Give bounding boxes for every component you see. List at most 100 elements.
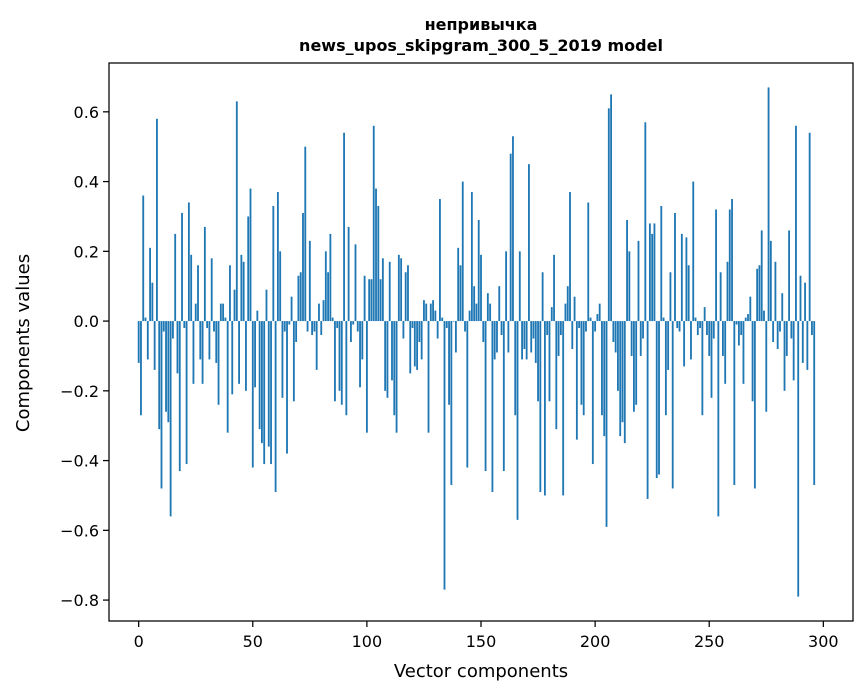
bar [429, 303, 432, 322]
bar [270, 321, 272, 465]
bar [391, 321, 393, 381]
bar [231, 321, 234, 395]
bar [553, 254, 555, 322]
bar [187, 202, 190, 322]
bar [434, 310, 437, 322]
bar [153, 321, 156, 370]
bar [655, 321, 658, 479]
bar [555, 321, 558, 430]
bar [676, 321, 679, 329]
bar [591, 321, 594, 465]
y-tick-label: 0.4 [74, 173, 99, 192]
bar [174, 233, 177, 322]
x-tick-label: 300 [808, 632, 839, 651]
bar [728, 209, 731, 322]
bar [167, 321, 170, 423]
bar [276, 192, 279, 322]
bar [238, 321, 240, 384]
bar [774, 261, 777, 322]
bar [242, 261, 245, 322]
bar [363, 275, 366, 322]
bar [514, 321, 517, 416]
bar [528, 164, 530, 322]
bar [208, 321, 211, 360]
bar [486, 293, 489, 322]
bar [646, 321, 649, 499]
bar [594, 321, 597, 332]
bar [331, 317, 334, 322]
bar [350, 321, 352, 342]
bar [178, 321, 181, 472]
bar [217, 321, 220, 405]
bar [534, 321, 537, 363]
bar [318, 303, 320, 322]
bar [491, 321, 494, 492]
bar [674, 212, 676, 322]
bar [747, 314, 749, 322]
y-axis-ticks: −0.8 −0.6 −0.4 −0.2 0.0 0.2 0.4 0.6 [60, 103, 109, 610]
bar [559, 321, 562, 336]
bar [233, 289, 236, 322]
bar [496, 321, 498, 353]
y-axis-label: Components values [13, 254, 34, 432]
bar [210, 258, 213, 322]
bar [439, 199, 441, 322]
bar [726, 261, 729, 322]
bar [384, 321, 387, 391]
bar [585, 321, 587, 332]
bar [509, 153, 512, 322]
bar [409, 321, 412, 374]
bar [292, 321, 295, 402]
bar [564, 303, 567, 322]
bar [710, 321, 713, 398]
bar [500, 321, 503, 336]
y-tick-label: 0.6 [74, 103, 99, 122]
bar [788, 230, 791, 322]
bar [737, 321, 740, 346]
x-tick-label: 200 [580, 632, 611, 651]
bar [297, 275, 300, 322]
bar [222, 303, 225, 322]
bar [256, 310, 259, 322]
bar [719, 272, 722, 322]
bar [192, 321, 195, 384]
bar [290, 296, 293, 322]
bar [507, 321, 510, 353]
bar [171, 321, 174, 339]
bar [523, 321, 526, 349]
bar [671, 321, 674, 489]
bar [432, 300, 434, 322]
bar [402, 321, 405, 339]
bar [660, 205, 663, 322]
bar [197, 265, 199, 322]
bar [633, 321, 635, 412]
bar [240, 254, 243, 322]
bar [792, 321, 795, 381]
bar [653, 223, 656, 322]
bar [295, 321, 298, 342]
bar [557, 321, 560, 356]
bar [715, 209, 717, 322]
bar [338, 321, 341, 391]
bar [781, 293, 784, 322]
bar [258, 321, 261, 430]
bar [749, 296, 752, 322]
y-tick-label: −0.4 [60, 452, 99, 471]
x-axis-ticks: 0 50 100 150 200 250 300 [134, 621, 839, 651]
bar [550, 307, 553, 322]
bar [639, 321, 642, 356]
bar [587, 202, 590, 322]
bar [381, 258, 384, 322]
bar [489, 303, 492, 322]
chart-subtitle: news_upos_skipgram_300_5_2019 model [299, 36, 663, 55]
bar [543, 321, 546, 496]
bar [813, 321, 816, 485]
bar [226, 321, 229, 433]
bar [473, 286, 476, 322]
bar [470, 192, 473, 322]
bar [445, 321, 448, 329]
bar [199, 321, 202, 360]
bar [327, 272, 330, 322]
bar [562, 321, 565, 496]
